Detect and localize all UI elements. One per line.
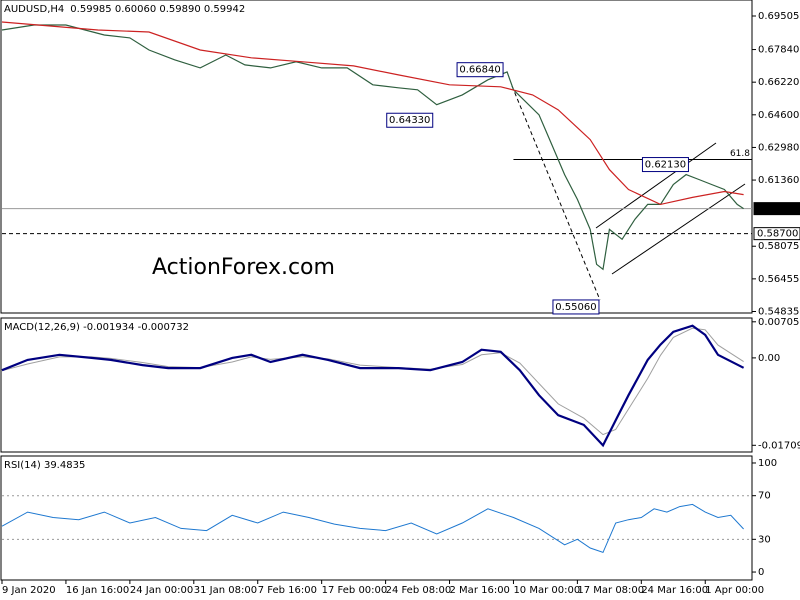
y-tick-label: 0.62980 [758,142,799,153]
x-tick-label: 17 Mar 08:00 [577,585,644,596]
x-tick-label: 1 Apr 00:00 [705,585,764,596]
annotation-label: 0.55060 [555,302,596,313]
series-line [1,24,744,271]
x-tick-label: 31 Jan 08:00 [194,585,257,596]
x-tick-label: 7 Feb 16:00 [258,585,317,596]
title: MACD(12,26,9) -0.001934 -0.000732 [4,322,189,333]
y-tick-label: -0.01709 [758,440,800,451]
y-tick-label: 0.69505 [758,11,799,22]
x-tick-label: 24 Mar 16:00 [641,585,708,596]
price-level-box [753,227,800,241]
fib-label: 61.8 [730,149,750,159]
panel-title: AUDUSD,H4 0.59985 0.60060 0.59890 0.59942 [4,4,245,15]
x-tick-label: 24 Jan 00:00 [130,585,193,596]
channel-lower [611,183,746,275]
annotation-box [456,62,504,78]
y-tick-label: 0.66220 [758,77,799,88]
y-tick-label: 0 [758,567,764,578]
y-tick-label: 100 [758,458,777,469]
panel-title: MACD(12,26,9) -0.001934 -0.000732 [4,322,189,333]
annotation-box [641,157,689,173]
y-tick-label: 0.56455 [758,274,799,285]
annotation-box [552,299,600,315]
series-line [1,324,745,448]
y-tick-label: 70 [758,491,771,502]
annotation-label: 0.66840 [459,65,500,76]
y-tick-label: 0.00 [758,353,780,364]
y-tick-label: 30 [758,534,771,545]
price-level-box [753,202,800,216]
x-tick-label: 2 Mar 16:00 [450,585,510,596]
panel-frame [0,317,753,453]
panel-frame [0,455,753,581]
x-tick-label: 10 Mar 00:00 [513,585,580,596]
channel-upper [595,142,717,229]
y-tick-label: 0.54835 [758,306,799,317]
y-tick-label: 0.67840 [758,45,799,56]
title: AUDUSD,H4 [4,4,64,15]
x-tick-label: 17 Feb 00:00 [322,585,388,596]
title: RSI(14) 39.4835 [4,460,85,471]
series-line [1,503,744,554]
y-tick-label: 0.61360 [758,175,799,186]
panel-title: RSI(14) 39.4835 [4,460,85,471]
y-tick-label: 0.58075 [758,241,799,252]
price-level-label: 0.59942 [757,204,798,215]
y-tick-label: 0.64600 [758,110,799,121]
panel-frame [0,0,753,314]
x-tick-label: 24 Feb 08:00 [386,585,452,596]
watermark: ActionForex.com [152,255,335,280]
x-tick-label: 16 Jan 16:00 [66,585,129,596]
annotation-label: 0.64330 [389,115,430,126]
y-tick-label: 0.007058 [758,317,800,328]
x-tick-label: 9 Jan 2020 [2,585,56,596]
annotation-box [386,112,434,128]
trend-line [511,85,601,301]
annotation-label: 0.62130 [645,160,686,171]
series-line [1,327,744,436]
series-line [1,21,744,206]
subtitle: 0.59985 0.60060 0.59890 0.59942 [70,4,245,15]
price-level-label: 0.58700 [757,229,798,240]
